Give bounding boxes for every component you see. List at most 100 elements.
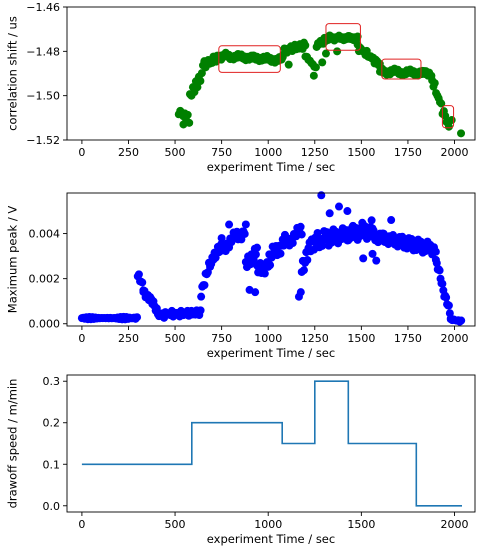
y-ticks: −1.52 −1.50 −1.48 −1.46	[26, 1, 67, 147]
data-point	[444, 122, 453, 131]
y-tick-label: 0.000	[29, 318, 61, 331]
data-point	[325, 209, 334, 218]
y-tick-label: −1.46	[26, 1, 60, 14]
data-point	[457, 316, 466, 325]
x-tick-label: 750	[211, 146, 232, 159]
x-ticks: 0 250 500 750 1000 1250 1500 1750 2000	[78, 326, 469, 345]
x-tick-label: 1000	[254, 518, 282, 531]
data-point	[284, 60, 293, 69]
x-tick-label: 250	[118, 146, 139, 159]
y-tick-label: 0.3	[43, 375, 61, 388]
x-tick-label: 1000	[254, 146, 282, 159]
x-tick-label: 1250	[301, 332, 329, 345]
data-point	[321, 49, 330, 58]
data-point	[444, 301, 453, 310]
x-tick-label: 1000	[254, 332, 282, 345]
data-point	[253, 243, 262, 252]
data-point	[368, 249, 377, 258]
y-tick-label: −1.50	[26, 90, 60, 103]
data-point	[432, 259, 441, 268]
y-tick-label: 0.0	[43, 500, 61, 513]
data-point	[447, 116, 456, 125]
data-point	[225, 220, 234, 229]
correlation-shift-points	[174, 31, 466, 138]
data-point	[335, 202, 343, 211]
plot-frame	[66, 192, 476, 327]
x-axis-label: experiment Time / sec	[207, 346, 335, 360]
x-axis-label: experiment Time / sec	[207, 160, 335, 174]
y-ticks: 0.000 0.002 0.004	[29, 228, 67, 331]
data-point	[183, 110, 192, 119]
data-point	[299, 266, 308, 275]
data-point	[217, 234, 226, 243]
data-point	[317, 191, 326, 200]
data-point	[333, 47, 342, 56]
annotation-box	[441, 105, 455, 129]
drawoff-speed-line	[81, 380, 462, 507]
data-point	[430, 79, 439, 88]
data-point	[318, 241, 327, 250]
y-ticks: 0.0 0.1 0.2 0.3	[43, 375, 67, 513]
data-point	[200, 281, 209, 290]
x-tick-label: 2000	[441, 518, 469, 531]
y-tick-label: −1.52	[26, 134, 60, 147]
x-tick-label: 1750	[394, 146, 422, 159]
data-point	[138, 278, 147, 287]
y-axis-label: drawoff speed / m/min	[6, 379, 20, 509]
x-tick-label: 0	[78, 518, 85, 531]
data-point	[297, 230, 306, 239]
data-point	[197, 69, 206, 78]
data-point	[441, 111, 450, 120]
x-tick-label: 1500	[347, 146, 375, 159]
x-ticks: 0 250 500 750 1000 1250 1500 1750 2000	[78, 140, 469, 159]
data-point	[442, 293, 451, 302]
data-point	[241, 220, 250, 229]
data-point	[179, 120, 188, 129]
drawoff-speed-panel: 0 500 1000 1500 2000 0.0 0.1 0.2 0.3 experiment…	[6, 374, 476, 546]
x-tick-label: 1250	[301, 146, 329, 159]
annotation-box	[325, 23, 361, 51]
x-tick-label: 1500	[347, 332, 375, 345]
annotation-boxes	[218, 23, 455, 129]
data-point	[288, 239, 297, 248]
data-point	[367, 216, 376, 225]
x-tick-label: 500	[165, 146, 186, 159]
data-point	[266, 261, 275, 270]
x-tick-label: 750	[211, 332, 232, 345]
x-tick-label: 0	[78, 332, 85, 345]
y-tick-label: 0.1	[43, 458, 61, 471]
y-tick-label: 0.2	[43, 417, 61, 430]
plot-frame	[66, 374, 476, 513]
maximum-peak-points	[77, 191, 466, 326]
data-point	[311, 63, 320, 72]
data-point	[437, 99, 446, 108]
data-point	[196, 306, 205, 315]
data-point	[353, 32, 362, 41]
annotation-box	[381, 58, 422, 80]
x-tick-label: 250	[118, 332, 139, 345]
y-axis-label: correlation shift / us	[6, 16, 20, 131]
data-point	[301, 41, 310, 50]
x-tick-label: 0	[78, 146, 85, 159]
x-axis-label: experiment Time / sec	[207, 532, 335, 546]
data-point	[296, 222, 305, 231]
data-point	[435, 266, 444, 275]
data-point	[372, 256, 381, 265]
x-tick-label: 500	[165, 332, 186, 345]
data-point	[457, 129, 466, 138]
x-ticks: 0 500 1000 1500 2000	[78, 512, 469, 531]
data-point	[343, 207, 352, 216]
plot-frame	[66, 6, 476, 141]
data-point	[431, 247, 440, 256]
data-point	[313, 228, 322, 237]
data-point	[251, 288, 260, 297]
y-tick-label: 0.004	[29, 228, 61, 241]
x-tick-label: 2000	[441, 146, 469, 159]
data-point	[294, 292, 303, 301]
data-point	[196, 77, 205, 86]
maximum-peak-panel: 0 250 500 750 1000 1250 1500 1750 2000 0.0000.00…	[6, 191, 476, 360]
data-point	[318, 58, 327, 67]
data-point	[309, 71, 318, 80]
data-point	[193, 83, 202, 92]
